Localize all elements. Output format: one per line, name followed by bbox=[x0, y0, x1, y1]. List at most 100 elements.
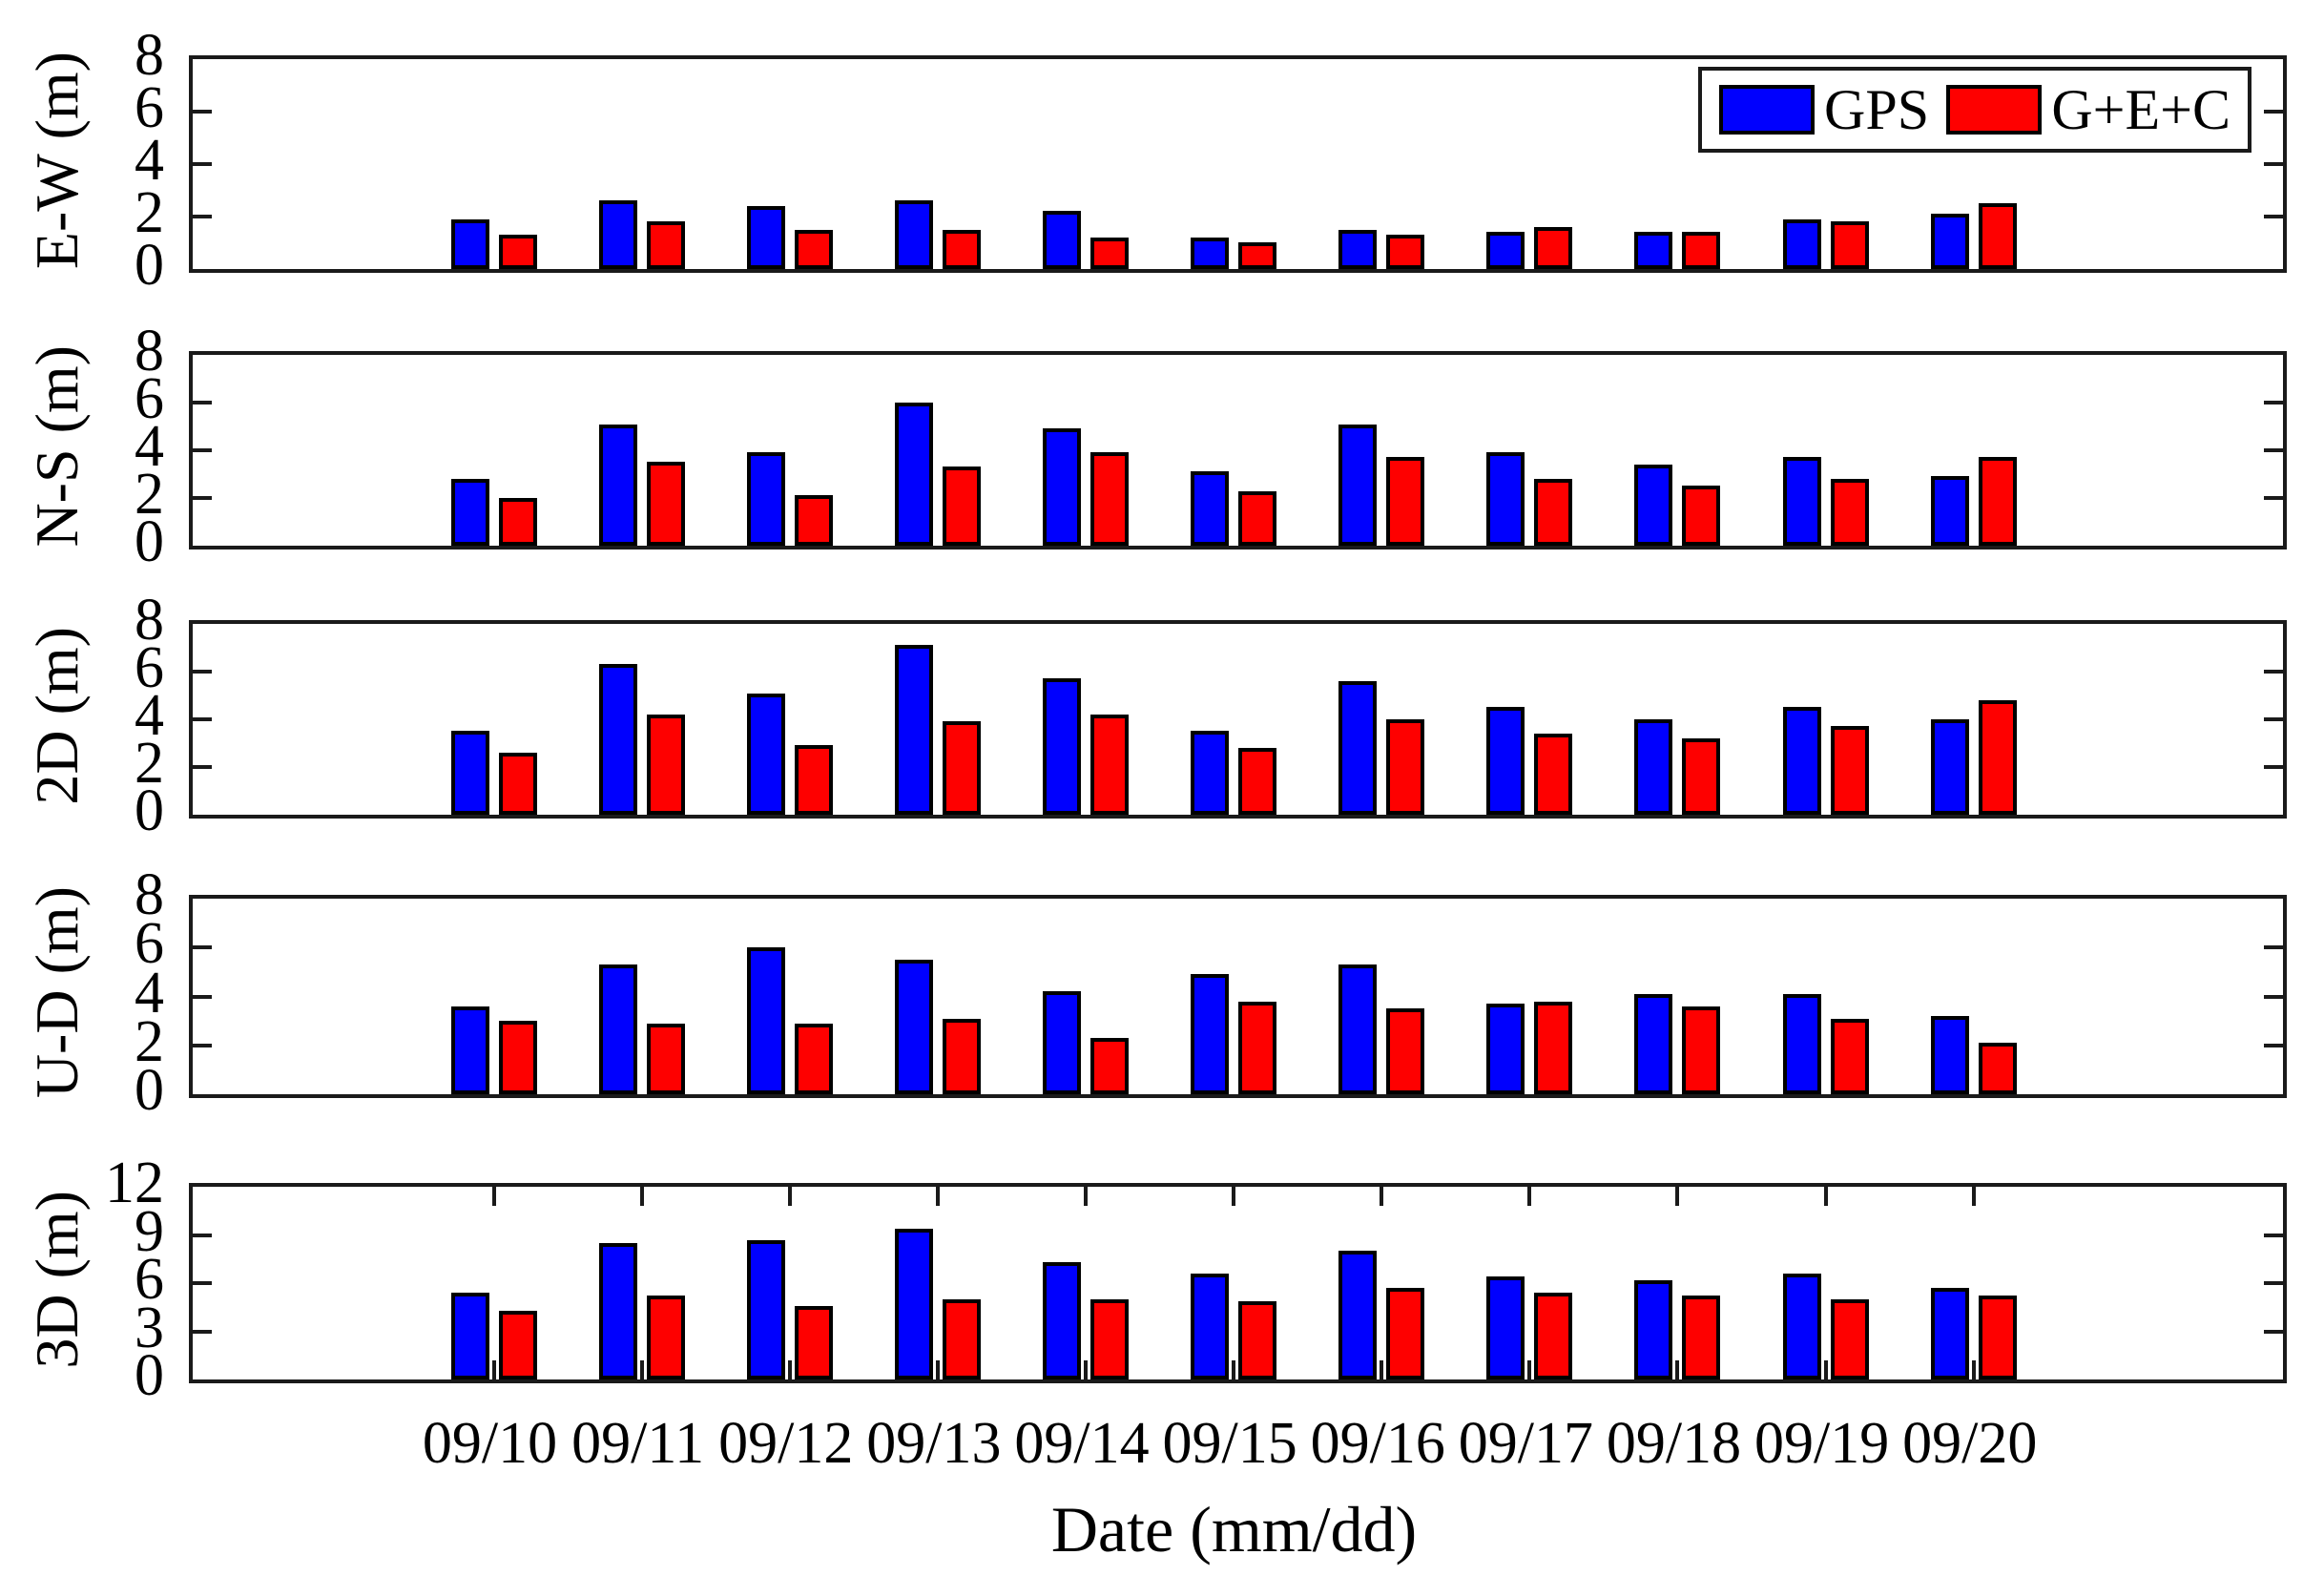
date-label-09-15: 09/15 bbox=[1162, 1411, 1297, 1476]
bar-g-e-c-09-11 bbox=[646, 1024, 685, 1094]
bar-g-e-c-09-14 bbox=[1089, 1299, 1129, 1379]
y-tick-label: 12 bbox=[105, 1151, 164, 1215]
date-label-09-13: 09/13 bbox=[866, 1411, 1002, 1476]
bar-g-e-c-09-20 bbox=[1978, 1043, 2017, 1094]
bar-g-e-c-09-16 bbox=[1386, 1008, 1425, 1094]
y-tickmark bbox=[2264, 717, 2283, 721]
bar-g-e-c-09-15 bbox=[1238, 242, 1277, 269]
x-tickmark bbox=[1083, 1187, 1088, 1206]
y-tick-label: 8 bbox=[135, 588, 164, 653]
bar-g-e-c-09-13 bbox=[942, 467, 981, 546]
bar-gps-09-12 bbox=[746, 452, 785, 546]
x-tickmark bbox=[787, 1360, 792, 1379]
bar-gps-09-10 bbox=[450, 479, 489, 546]
x-tickmark bbox=[1380, 1360, 1384, 1379]
bar-gps-09-10 bbox=[450, 731, 489, 815]
legend: GPS G+E+C bbox=[1698, 67, 2251, 153]
y-tick-label: 2 bbox=[135, 731, 164, 796]
y-tickmark bbox=[2264, 162, 2283, 166]
y-tick-label: 0 bbox=[135, 1058, 164, 1123]
y-tick-label: 4 bbox=[135, 683, 164, 748]
y-tickmark bbox=[2264, 448, 2283, 452]
bar-gps-09-16 bbox=[1338, 1251, 1378, 1379]
x-tickmark bbox=[1232, 1187, 1236, 1206]
bar-g-e-c-09-16 bbox=[1386, 235, 1425, 269]
bar-gps-09-19 bbox=[1782, 219, 1821, 269]
bar-g-e-c-09-10 bbox=[498, 753, 537, 815]
gec-color-swatch bbox=[1946, 85, 2043, 135]
subplot-n-s-m bbox=[189, 351, 2287, 550]
bar-gps-09-18 bbox=[1634, 465, 1673, 546]
subplot-2d-m bbox=[189, 620, 2287, 819]
y-tickmark bbox=[2264, 994, 2283, 999]
y-tickmark bbox=[2264, 945, 2283, 950]
bar-g-e-c-09-18 bbox=[1682, 1006, 1721, 1094]
bar-gps-09-10 bbox=[450, 1006, 489, 1094]
bar-g-e-c-09-11 bbox=[646, 221, 685, 269]
bar-g-e-c-09-10 bbox=[498, 235, 537, 269]
bar-g-e-c-09-12 bbox=[794, 745, 833, 815]
bar-g-e-c-09-10 bbox=[498, 1311, 537, 1379]
bar-gps-09-15 bbox=[1191, 974, 1230, 1094]
y-tickmark bbox=[193, 401, 212, 404]
y-tickmark bbox=[193, 1233, 212, 1237]
bar-g-e-c-09-11 bbox=[646, 462, 685, 546]
date-label-09-18: 09/18 bbox=[1606, 1411, 1742, 1476]
bar-gps-09-17 bbox=[1486, 1004, 1525, 1094]
date-label-09-11: 09/11 bbox=[571, 1411, 705, 1476]
y-tick-label: 0 bbox=[135, 1343, 164, 1408]
bar-g-e-c-09-11 bbox=[646, 715, 685, 815]
y-tickmark bbox=[2264, 215, 2283, 218]
bar-gps-09-11 bbox=[598, 664, 637, 815]
bar-g-e-c-09-15 bbox=[1238, 491, 1277, 546]
date-label-09-12: 09/12 bbox=[718, 1411, 854, 1476]
bar-gps-09-14 bbox=[1042, 211, 1081, 269]
bar-gps-09-15 bbox=[1191, 471, 1230, 546]
bar-g-e-c-09-18 bbox=[1682, 738, 1721, 815]
y-tickmark bbox=[193, 448, 212, 452]
x-tickmark bbox=[935, 1187, 940, 1206]
bar-g-e-c-09-17 bbox=[1534, 734, 1573, 815]
y-tickmark bbox=[2264, 496, 2283, 500]
bar-gps-09-11 bbox=[598, 964, 637, 1094]
bar-g-e-c-09-12 bbox=[794, 230, 833, 269]
bar-g-e-c-09-15 bbox=[1238, 1301, 1277, 1379]
y-tickmark bbox=[2264, 1233, 2283, 1237]
bar-gps-09-18 bbox=[1634, 1280, 1673, 1379]
y-axis-title-n-s-m: N-S (m) bbox=[23, 345, 91, 548]
bar-g-e-c-09-19 bbox=[1830, 726, 1869, 815]
bar-g-e-c-09-19 bbox=[1830, 1019, 1869, 1094]
bar-g-e-c-09-12 bbox=[794, 1306, 833, 1379]
x-tickmark bbox=[491, 1360, 496, 1379]
x-tickmark bbox=[1675, 1187, 1680, 1206]
bar-gps-09-12 bbox=[746, 1240, 785, 1379]
bar-g-e-c-09-14 bbox=[1089, 1038, 1129, 1094]
x-tickmark bbox=[1527, 1360, 1532, 1379]
bar-gps-09-18 bbox=[1634, 232, 1673, 269]
bar-g-e-c-09-10 bbox=[498, 498, 537, 546]
bar-gps-09-19 bbox=[1782, 457, 1821, 546]
legend-label-gec: G+E+C bbox=[2051, 78, 2231, 141]
legend-label-gps: GPS bbox=[1824, 78, 1930, 141]
x-tickmark bbox=[1232, 1360, 1236, 1379]
bar-gps-09-13 bbox=[894, 403, 933, 546]
bar-g-e-c-09-20 bbox=[1978, 203, 2017, 269]
bar-g-e-c-09-19 bbox=[1830, 221, 1869, 269]
bar-gps-09-16 bbox=[1338, 964, 1378, 1094]
bar-g-e-c-09-11 bbox=[646, 1296, 685, 1379]
y-tickmark bbox=[193, 1043, 212, 1047]
bar-gps-09-20 bbox=[1930, 719, 1969, 815]
legend-item-gec: G+E+C bbox=[1946, 79, 2231, 140]
x-tickmark bbox=[1675, 1360, 1680, 1379]
y-tick-label: 9 bbox=[135, 1198, 164, 1264]
date-label-09-16: 09/16 bbox=[1310, 1411, 1445, 1476]
x-tickmark bbox=[1971, 1187, 1976, 1206]
bar-gps-09-19 bbox=[1782, 707, 1821, 815]
bar-gps-09-11 bbox=[598, 425, 637, 546]
bar-gps-09-10 bbox=[450, 1293, 489, 1379]
bar-g-e-c-09-14 bbox=[1089, 452, 1129, 546]
bar-gps-09-12 bbox=[746, 947, 785, 1094]
x-axis-title: Date (mm/dd) bbox=[1050, 1493, 1418, 1566]
y-tickmark bbox=[193, 994, 212, 999]
